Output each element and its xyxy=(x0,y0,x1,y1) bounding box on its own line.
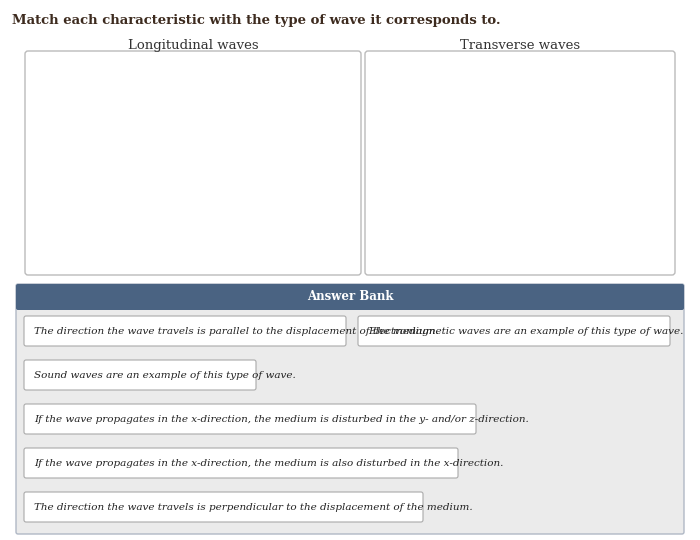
FancyBboxPatch shape xyxy=(24,492,423,522)
Text: If the wave propagates in the x-direction, the medium is disturbed in the y- and: If the wave propagates in the x-directio… xyxy=(34,415,528,423)
Text: Answer Bank: Answer Bank xyxy=(307,291,393,303)
Text: Electromagnetic waves are an example of this type of wave.: Electromagnetic waves are an example of … xyxy=(368,327,683,335)
Text: Sound waves are an example of this type of wave.: Sound waves are an example of this type … xyxy=(34,370,295,380)
FancyBboxPatch shape xyxy=(25,51,361,275)
Text: The direction the wave travels is parallel to the displacement of the medium.: The direction the wave travels is parall… xyxy=(34,327,439,335)
FancyBboxPatch shape xyxy=(16,284,684,534)
FancyBboxPatch shape xyxy=(24,448,458,478)
FancyBboxPatch shape xyxy=(365,51,675,275)
FancyBboxPatch shape xyxy=(358,316,670,346)
Text: Match each characteristic with the type of wave it corresponds to.: Match each characteristic with the type … xyxy=(12,14,500,27)
Text: Longitudinal waves: Longitudinal waves xyxy=(127,39,258,52)
Text: If the wave propagates in the x-direction, the medium is also disturbed in the x: If the wave propagates in the x-directio… xyxy=(34,458,503,468)
Text: The direction the wave travels is perpendicular to the displacement of the mediu: The direction the wave travels is perpen… xyxy=(34,503,472,511)
FancyBboxPatch shape xyxy=(16,284,684,310)
FancyBboxPatch shape xyxy=(24,360,256,390)
FancyBboxPatch shape xyxy=(24,316,346,346)
Text: Transverse waves: Transverse waves xyxy=(460,39,580,52)
FancyBboxPatch shape xyxy=(24,404,476,434)
